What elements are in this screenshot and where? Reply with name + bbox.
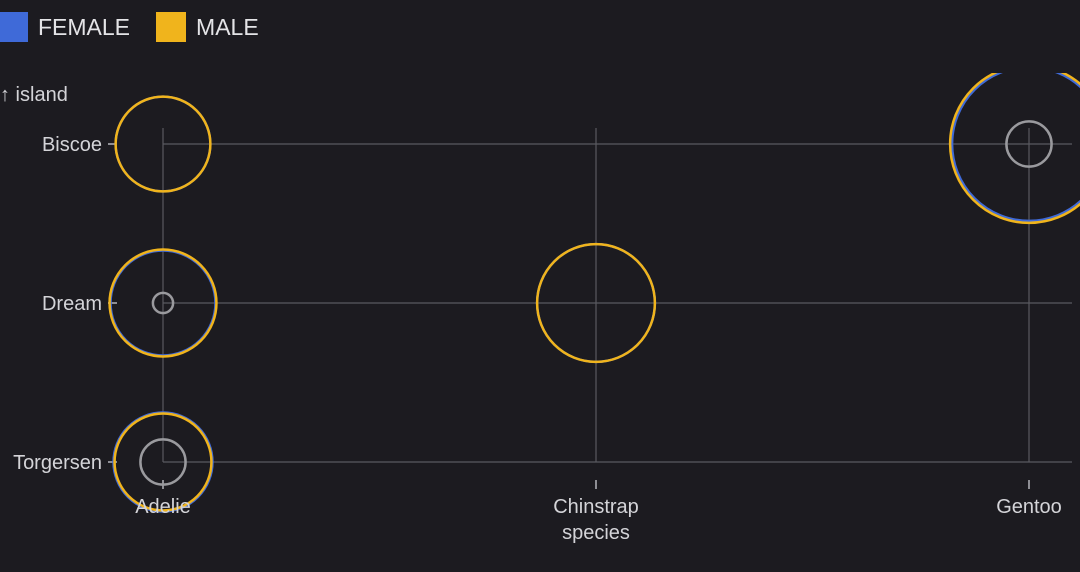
bubble-series-2-gentoo-biscoe <box>1005 120 1053 168</box>
x-tick-label-chinstrap: Chinstrap <box>553 496 639 518</box>
bubble-male-gentoo-biscoe <box>948 73 1080 225</box>
bubble-male-adelie-dream <box>108 248 218 358</box>
bubble-series-2-adelie-torgersen <box>139 438 187 486</box>
bubble-male-adelie-torgersen <box>113 412 213 512</box>
bubble-female-gentoo-biscoe <box>950 73 1080 223</box>
bubble-male-chinstrap-dream <box>535 242 657 364</box>
legend: FEMALE MALE <box>0 12 259 42</box>
bubble-series-2-adelie-dream <box>151 291 175 315</box>
x-axis-title: species <box>562 522 630 544</box>
legend-swatch-female <box>0 12 28 42</box>
x-tick-label-gentoo: Gentoo <box>996 496 1062 518</box>
legend-label-male: MALE <box>196 13 259 40</box>
y-axis-title: ↑ island <box>0 84 68 106</box>
y-tick-label-dream: Dream <box>42 293 102 315</box>
y-tick-label-torgersen: Torgersen <box>13 452 102 474</box>
y-tick-label-biscoe: Biscoe <box>42 134 102 156</box>
legend-item-female: FEMALE <box>0 12 130 42</box>
bubble-male-adelie-biscoe <box>114 95 212 193</box>
legend-swatch-male <box>156 12 187 42</box>
x-tick-label-adelie: Adelie <box>135 496 191 518</box>
legend-label-female: FEMALE <box>38 13 131 40</box>
legend-item-male: MALE <box>156 12 259 42</box>
